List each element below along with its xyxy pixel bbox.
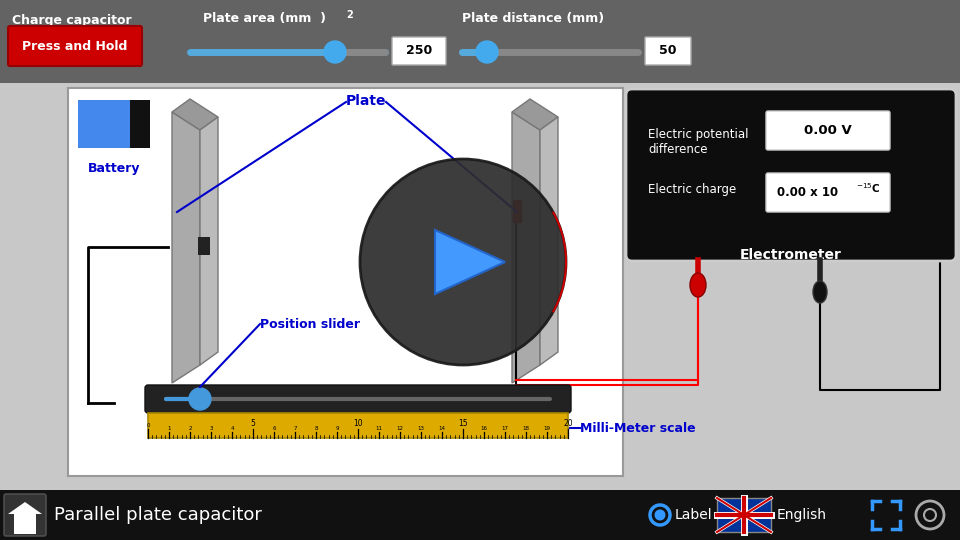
Polygon shape bbox=[8, 502, 42, 514]
Text: Battery: Battery bbox=[87, 162, 140, 175]
Text: Charge capacitor: Charge capacitor bbox=[12, 14, 132, 27]
Text: Press and Hold: Press and Hold bbox=[22, 39, 128, 52]
FancyBboxPatch shape bbox=[645, 37, 691, 65]
Text: Plate area (mm  ): Plate area (mm ) bbox=[203, 12, 326, 25]
Bar bbox=[0, 0, 960, 83]
Text: 250: 250 bbox=[406, 44, 432, 57]
Text: English: English bbox=[777, 508, 827, 522]
Bar bbox=[0, 83, 960, 490]
Text: 13: 13 bbox=[418, 426, 424, 431]
Bar bbox=[717, 498, 771, 532]
Text: 7: 7 bbox=[293, 426, 297, 431]
Polygon shape bbox=[172, 112, 200, 383]
Ellipse shape bbox=[813, 281, 827, 303]
Text: Label: Label bbox=[675, 508, 712, 522]
Ellipse shape bbox=[690, 273, 706, 297]
Bar bbox=[0, 490, 960, 540]
Text: 17: 17 bbox=[501, 426, 509, 431]
Text: Electric charge: Electric charge bbox=[648, 183, 736, 196]
Text: 11: 11 bbox=[375, 426, 382, 431]
Bar bbox=[68, 88, 623, 476]
Text: 10: 10 bbox=[353, 419, 363, 428]
Text: 6: 6 bbox=[273, 426, 276, 431]
Bar bbox=[78, 100, 130, 148]
Circle shape bbox=[189, 388, 211, 410]
Circle shape bbox=[650, 505, 670, 525]
Text: 3: 3 bbox=[209, 426, 213, 431]
Text: Milli-Meter scale: Milli-Meter scale bbox=[580, 422, 696, 435]
Text: 50: 50 bbox=[660, 44, 677, 57]
Polygon shape bbox=[512, 99, 558, 130]
Text: $^{-15}$C: $^{-15}$C bbox=[856, 181, 880, 195]
Polygon shape bbox=[540, 117, 558, 365]
Text: 1: 1 bbox=[167, 426, 171, 431]
Text: Plate distance (mm): Plate distance (mm) bbox=[462, 12, 604, 25]
Bar bbox=[513, 200, 521, 222]
Text: 12: 12 bbox=[396, 426, 403, 431]
Text: 14: 14 bbox=[439, 426, 445, 431]
FancyBboxPatch shape bbox=[8, 26, 142, 66]
Text: 4: 4 bbox=[230, 426, 233, 431]
Text: 8: 8 bbox=[314, 426, 318, 431]
Bar bbox=[130, 100, 150, 148]
Text: 19: 19 bbox=[543, 426, 550, 431]
Text: 0.00 V: 0.00 V bbox=[804, 124, 852, 137]
Text: 16: 16 bbox=[481, 426, 488, 431]
FancyBboxPatch shape bbox=[766, 111, 890, 150]
FancyBboxPatch shape bbox=[626, 89, 956, 261]
Text: 9: 9 bbox=[335, 426, 339, 431]
Text: Position slider: Position slider bbox=[260, 318, 360, 331]
Bar bbox=[14, 514, 36, 534]
Bar bbox=[148, 413, 568, 438]
Text: 18: 18 bbox=[522, 426, 530, 431]
Text: Electric potential
difference: Electric potential difference bbox=[648, 128, 749, 156]
Polygon shape bbox=[200, 117, 218, 365]
Polygon shape bbox=[435, 230, 505, 294]
Circle shape bbox=[360, 159, 566, 365]
Text: 2: 2 bbox=[188, 426, 192, 431]
Bar bbox=[198, 237, 210, 255]
FancyBboxPatch shape bbox=[766, 173, 890, 212]
Polygon shape bbox=[172, 99, 218, 130]
Circle shape bbox=[324, 41, 346, 63]
Text: 2: 2 bbox=[346, 10, 352, 20]
Text: 15: 15 bbox=[458, 419, 468, 428]
Text: Parallel plate capacitor: Parallel plate capacitor bbox=[54, 506, 262, 524]
Text: 20: 20 bbox=[564, 419, 573, 428]
Circle shape bbox=[655, 510, 665, 521]
Text: Electrometer: Electrometer bbox=[740, 248, 842, 262]
Polygon shape bbox=[512, 112, 540, 383]
Text: 0.00 x 10: 0.00 x 10 bbox=[778, 186, 839, 199]
Text: 5: 5 bbox=[251, 419, 255, 428]
Text: 0: 0 bbox=[146, 423, 150, 428]
Text: Plate: Plate bbox=[346, 94, 386, 108]
Circle shape bbox=[476, 41, 498, 63]
FancyBboxPatch shape bbox=[145, 385, 571, 413]
FancyBboxPatch shape bbox=[4, 494, 46, 536]
FancyBboxPatch shape bbox=[392, 37, 446, 65]
